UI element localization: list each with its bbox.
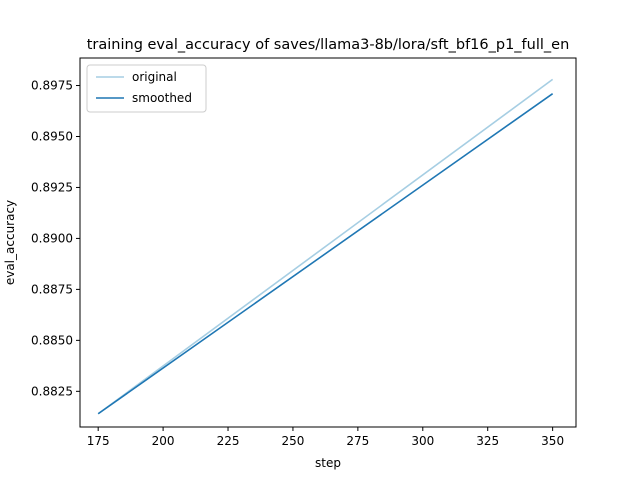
y-axis-label: eval_accuracy	[3, 200, 17, 285]
plot-area-frame	[79, 57, 577, 428]
x-tick-label: 200	[152, 434, 175, 448]
chart-title: training eval_accuracy of saves/llama3-8…	[87, 37, 570, 53]
y-tick-label: 0.8875	[31, 282, 73, 296]
x-tick-label: 300	[411, 434, 434, 448]
y-tick-label: 0.8975	[31, 79, 73, 93]
x-axis: 175 200 225 250 275 300 325 350	[87, 427, 564, 448]
x-tick-label: 175	[87, 434, 110, 448]
series-line-original	[97, 78, 554, 415]
x-tick-label: 350	[541, 434, 564, 448]
series-layer	[97, 78, 554, 415]
legend-label: original	[132, 70, 177, 84]
x-tick-label: 275	[346, 434, 369, 448]
x-tick-label: 250	[281, 434, 304, 448]
y-tick-label: 0.8950	[31, 129, 73, 143]
y-tick-label: 0.8850	[31, 333, 73, 347]
y-tick-label: 0.8925	[31, 180, 73, 194]
legend: original smoothed	[86, 64, 207, 113]
legend-label: smoothed	[132, 91, 192, 105]
x-tick-label: 325	[476, 434, 499, 448]
x-axis-label: step	[315, 456, 341, 470]
y-axis: 0.8825 0.8850 0.8875 0.8900 0.8925 0.8950 0.89…	[31, 79, 80, 398]
y-tick-label: 0.8900	[31, 231, 73, 245]
x-tick-label: 225	[217, 434, 240, 448]
y-tick-label: 0.8825	[31, 384, 73, 398]
series-line-smoothed	[97, 93, 554, 415]
